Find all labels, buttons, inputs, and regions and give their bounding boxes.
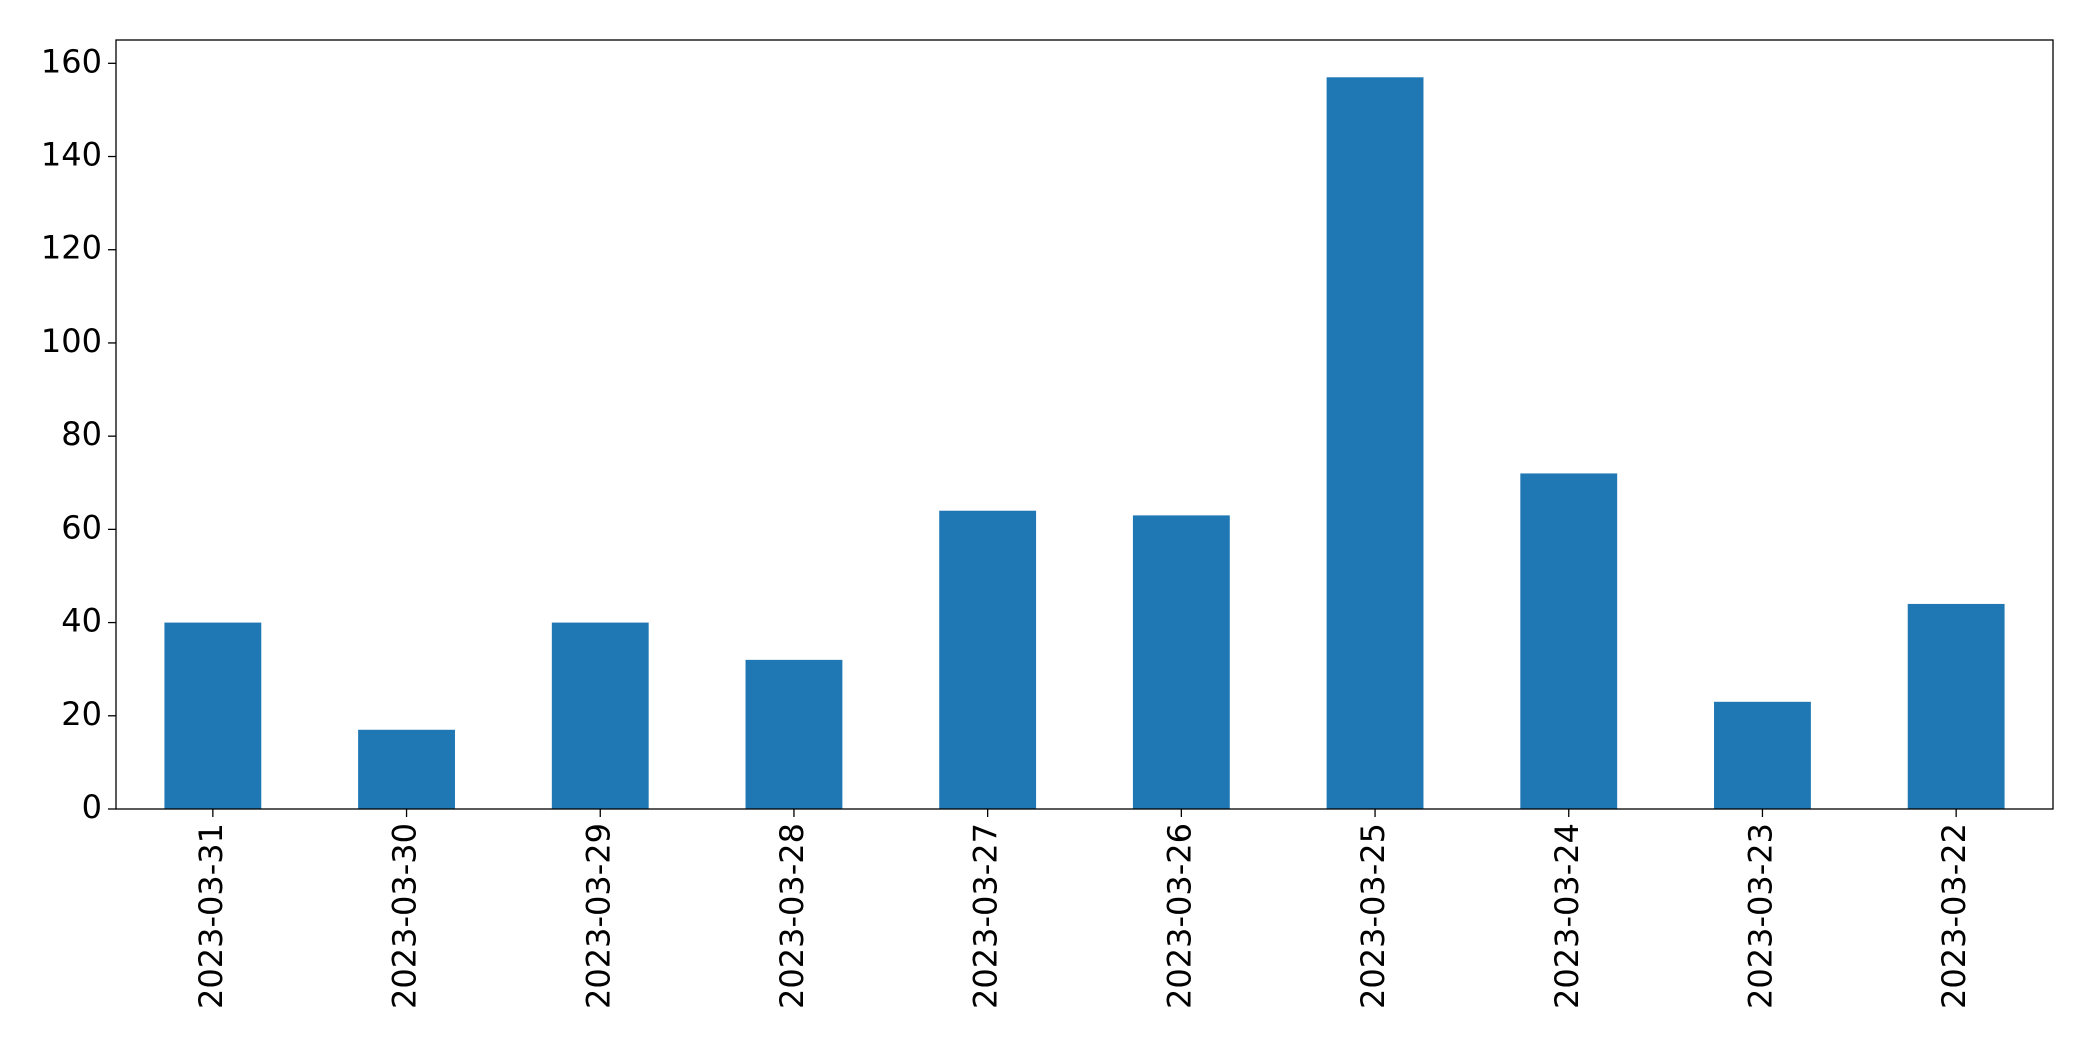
x-tick-label: 2023-03-23 [1741,823,1779,1009]
bar [745,659,843,809]
bar [939,510,1037,809]
x-tick-label: 2023-03-25 [1354,823,1392,1009]
y-tick-label: 40 [61,602,102,640]
x-tick-label: 2023-03-24 [1548,823,1586,1009]
x-tick-label: 2023-03-27 [967,823,1005,1009]
x-tick-label: 2023-03-22 [1935,823,1973,1009]
x-tick-label: 2023-03-29 [579,823,617,1009]
x-tick-label: 2023-03-31 [192,823,230,1009]
x-tick-label: 2023-03-26 [1160,823,1198,1009]
y-tick-label: 60 [61,508,102,546]
bar [551,622,649,809]
y-tick-label: 80 [61,415,102,453]
bar [1132,515,1230,809]
y-tick-label: 100 [41,322,102,360]
y-tick-label: 120 [41,229,102,267]
y-tick-label: 140 [41,136,102,174]
x-tick-label: 2023-03-30 [386,823,424,1009]
bar [1714,701,1811,809]
x-tick-label: 2023-03-28 [773,823,811,1009]
plot-frame [115,39,2054,810]
bar [164,622,262,809]
bar [1326,77,1424,809]
y-tick-label: 20 [61,695,102,733]
y-tick-label: 0 [82,788,102,826]
bar [1520,473,1618,809]
y-tick-label: 160 [41,42,102,80]
bar [358,729,455,809]
bar [1907,603,2005,809]
